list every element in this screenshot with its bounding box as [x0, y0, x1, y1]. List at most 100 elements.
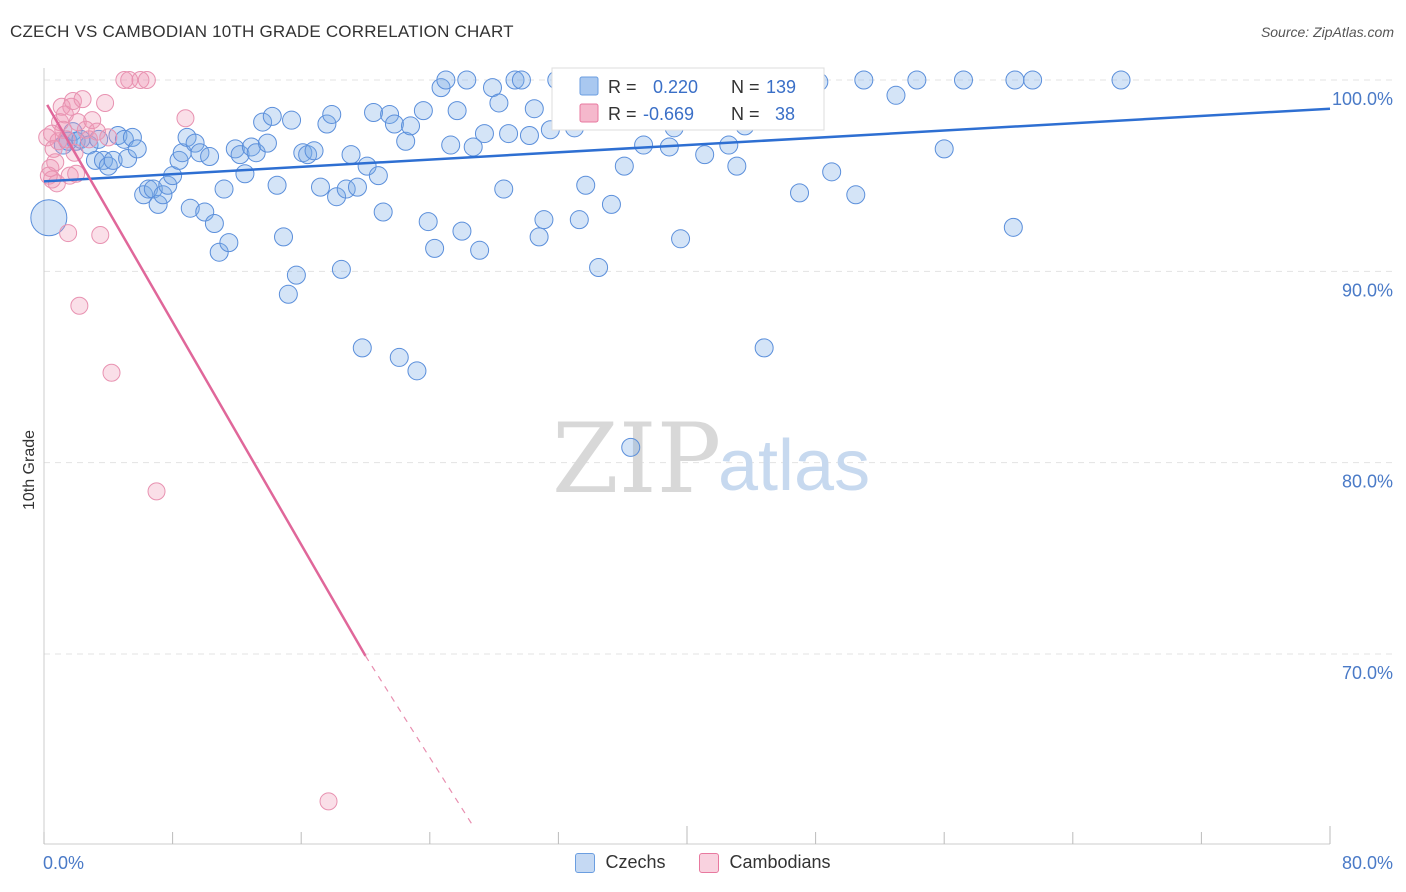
czech-point [180, 198, 200, 218]
czech-point [389, 347, 409, 367]
legend-czech-swatch [579, 76, 599, 96]
cambodian-point [43, 124, 62, 143]
legend-czech-r-value: 0.220 [653, 77, 698, 97]
legend-item-cambodians[interactable]: Cambodians [699, 852, 831, 873]
y-tick-label-80: 80.0% [1342, 472, 1393, 492]
czech-point [380, 104, 400, 124]
czech-point [364, 103, 384, 123]
czech-point [143, 179, 163, 199]
czech-point [474, 124, 494, 144]
czech-point [569, 210, 589, 230]
cambodian-point [137, 71, 156, 89]
czech-point [499, 124, 519, 144]
czech-point [230, 145, 250, 165]
czech-point [457, 70, 477, 90]
correlation-legend: R = 0.220 N = 139 R = -0.669 N = 38 [551, 67, 825, 131]
czech-point [401, 116, 421, 136]
x-tick-label-min: 0.0% [43, 853, 84, 873]
cambodian-point [147, 482, 166, 501]
czech-point [1111, 70, 1131, 90]
cambodian-point [88, 122, 107, 141]
czech-point [352, 338, 372, 358]
czech-point [934, 139, 954, 159]
czech-point [253, 112, 273, 132]
x-tick-labels: 0.0% 80.0% [43, 853, 1393, 873]
czech-trend-line [43, 107, 1331, 183]
czech-point [489, 93, 509, 113]
cambodian-point [83, 111, 102, 130]
cambodian-point [131, 71, 150, 89]
y-tick-label-70: 70.0% [1342, 663, 1393, 683]
y-tick-label-100: 100.0% [1332, 89, 1393, 109]
cambodian-point [115, 71, 134, 89]
czech-point [114, 129, 134, 149]
czech-point [30, 199, 68, 237]
czech-point [621, 437, 641, 457]
czech-point [214, 179, 234, 199]
legend-czech-n-label: N = [731, 77, 760, 97]
czech-point [169, 150, 189, 170]
czech-point [153, 185, 173, 205]
czech-point [219, 233, 239, 253]
czech-point [368, 166, 388, 186]
czech-point [278, 284, 298, 304]
cambodian-point [96, 93, 115, 112]
czech-point [235, 164, 255, 184]
czech-point [148, 194, 168, 214]
legend-cambodian-swatch [579, 103, 599, 123]
cambodian-point [99, 128, 118, 147]
czech-point [357, 156, 377, 176]
czech-point [262, 106, 282, 126]
czech-point [267, 175, 287, 195]
legend-item-czechs[interactable]: Czechs [575, 852, 665, 873]
czech-point [822, 162, 842, 182]
cambodian-point [102, 363, 121, 382]
czechs-swatch [575, 852, 596, 873]
czech-point [103, 150, 123, 170]
czech-point [282, 110, 302, 130]
czech-point [327, 187, 347, 207]
czech-point [511, 70, 531, 90]
czech-point [317, 114, 337, 134]
czech-point [127, 139, 147, 159]
legend-cambodian-n-label: N = [731, 104, 760, 124]
czech-point [384, 114, 404, 134]
czech-point [601, 194, 621, 214]
czech-point [790, 183, 810, 203]
trend-lines [43, 104, 1331, 827]
czech-point [373, 202, 393, 222]
czech-point [407, 361, 427, 381]
czech-point [854, 70, 874, 90]
legend-cambodian-r-label: R = [608, 104, 637, 124]
cambodians-swatch [699, 852, 720, 873]
czech-point [322, 104, 342, 124]
cambodian-trend-extension [364, 655, 474, 827]
czech-point [529, 227, 549, 247]
chart-title: CZECH VS CAMBODIAN 10TH GRADE CORRELATIO… [10, 22, 514, 41]
grid-lines [44, 79, 1392, 655]
czech-point [589, 258, 609, 278]
czech-point [441, 135, 461, 155]
czech-point [257, 133, 277, 153]
legend-czech-n-value: 139 [766, 77, 796, 97]
czech-point [347, 177, 367, 197]
watermark: ZIP atlas [552, 403, 870, 515]
czech-point [396, 131, 416, 151]
legend-czech-r-label: R = [608, 77, 637, 97]
czech-point [953, 70, 973, 90]
series-legend: Czechs Cambodians [0, 852, 1406, 873]
czech-point [413, 101, 433, 121]
czech-point [286, 265, 306, 285]
cambodian-points [38, 71, 338, 811]
czech-point [534, 210, 554, 230]
czech-point [190, 143, 210, 163]
czech-point [727, 156, 747, 176]
czechs-label: Czechs [605, 852, 666, 872]
y-tick-label-90: 90.0% [1342, 280, 1393, 300]
cambodian-point [59, 224, 78, 243]
czech-point [425, 238, 445, 258]
czech-point [494, 179, 514, 199]
czech-point [246, 143, 266, 163]
czech-point [576, 175, 596, 195]
